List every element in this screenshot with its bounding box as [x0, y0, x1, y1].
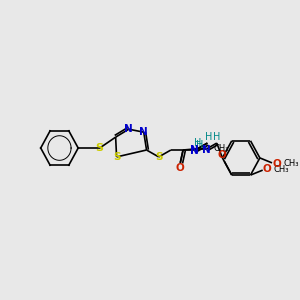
- Text: N: N: [140, 127, 148, 137]
- Text: S: S: [113, 152, 120, 162]
- Text: O: O: [272, 159, 281, 169]
- Text: H: H: [205, 132, 212, 142]
- Text: H: H: [194, 138, 202, 148]
- Text: CH₃: CH₃: [214, 144, 229, 153]
- Text: O: O: [176, 163, 184, 173]
- Text: N: N: [202, 145, 211, 155]
- Text: O: O: [263, 164, 272, 174]
- Text: S: S: [155, 152, 163, 162]
- Text: N: N: [190, 145, 199, 155]
- Text: CH₃: CH₃: [283, 159, 299, 168]
- Text: S: S: [96, 143, 104, 153]
- Text: N: N: [190, 146, 199, 156]
- Text: O: O: [217, 150, 226, 160]
- Text: H: H: [213, 132, 220, 142]
- Text: H: H: [196, 140, 204, 150]
- Text: CH₃: CH₃: [274, 165, 290, 174]
- Text: N: N: [124, 124, 133, 134]
